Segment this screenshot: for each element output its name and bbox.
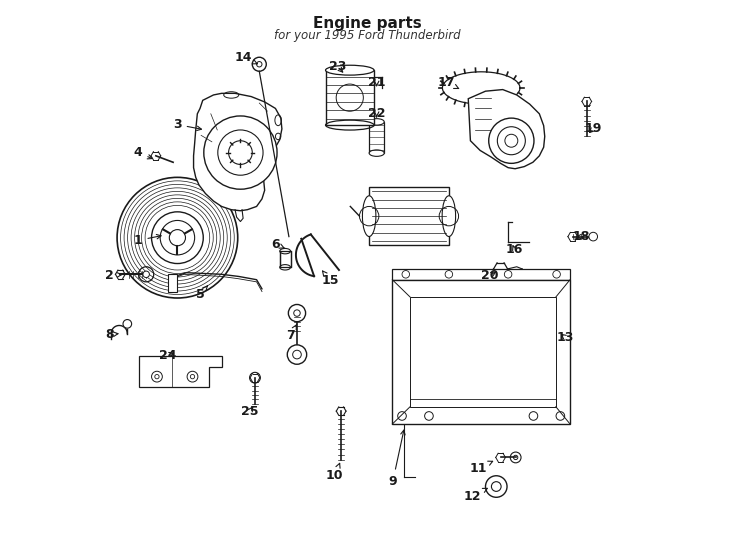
Text: 10: 10: [326, 463, 344, 482]
Bar: [280, 251, 291, 267]
Text: 19: 19: [584, 123, 602, 136]
Circle shape: [287, 345, 307, 364]
Text: 25: 25: [241, 404, 259, 417]
Text: 20: 20: [481, 269, 498, 282]
Text: 12: 12: [463, 488, 487, 503]
Polygon shape: [468, 90, 545, 168]
Text: 16: 16: [506, 243, 523, 256]
Text: 23: 23: [329, 60, 346, 73]
Bar: [167, 274, 178, 292]
Text: 17: 17: [438, 76, 459, 89]
Circle shape: [123, 320, 131, 328]
Text: 24: 24: [159, 349, 176, 362]
Text: 8: 8: [105, 328, 118, 341]
Bar: [554, 312, 564, 341]
Circle shape: [288, 305, 305, 322]
Bar: [369, 122, 384, 153]
Bar: [369, 187, 449, 245]
Circle shape: [143, 271, 150, 278]
Ellipse shape: [369, 119, 384, 125]
Bar: [392, 269, 570, 280]
Bar: [325, 70, 374, 125]
Circle shape: [170, 230, 186, 246]
Text: 3: 3: [173, 118, 201, 131]
Polygon shape: [392, 280, 570, 424]
Circle shape: [485, 476, 507, 497]
Text: 5: 5: [196, 286, 208, 301]
Ellipse shape: [325, 65, 374, 75]
Ellipse shape: [369, 150, 384, 157]
Text: 9: 9: [388, 430, 405, 488]
Bar: [410, 297, 556, 407]
Text: 18: 18: [573, 230, 590, 243]
Text: 1: 1: [134, 234, 161, 247]
Polygon shape: [194, 93, 282, 211]
Text: for your 1995 Ford Thunderbird: for your 1995 Ford Thunderbird: [274, 29, 460, 42]
Text: 14: 14: [234, 51, 258, 64]
Circle shape: [489, 118, 534, 164]
Ellipse shape: [442, 196, 456, 237]
Text: 7: 7: [286, 324, 297, 342]
Text: 21: 21: [368, 76, 385, 89]
Text: 13: 13: [556, 331, 574, 344]
Text: 2: 2: [105, 269, 122, 282]
Text: 22: 22: [368, 107, 385, 120]
Text: 6: 6: [271, 238, 285, 251]
Circle shape: [204, 116, 277, 189]
Text: 4: 4: [134, 146, 152, 159]
Circle shape: [252, 57, 266, 71]
Ellipse shape: [363, 196, 376, 237]
Text: Engine parts: Engine parts: [313, 16, 421, 31]
Text: 15: 15: [321, 271, 339, 287]
Circle shape: [589, 232, 597, 241]
Text: 11: 11: [469, 461, 493, 475]
Polygon shape: [139, 356, 222, 387]
